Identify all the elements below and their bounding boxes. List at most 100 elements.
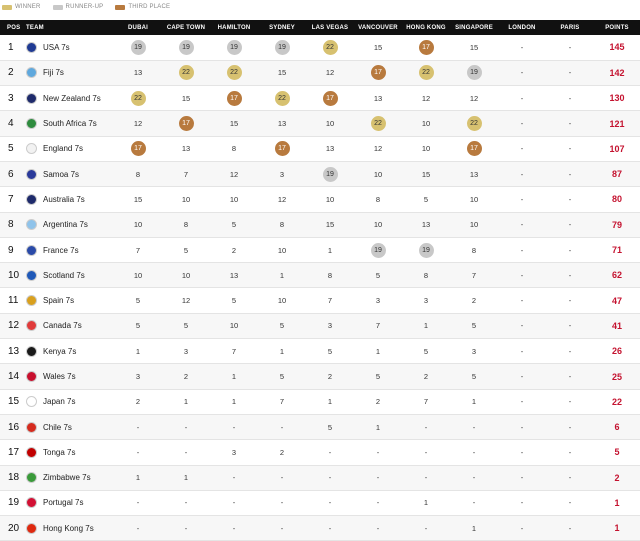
flag-icon	[26, 118, 37, 130]
team-name[interactable]: Zimbabwe 7s	[43, 473, 91, 483]
score-value: 5	[423, 346, 429, 356]
table-row[interactable]: 17 Tonga 7s - - 3 2 - - - - - - 5	[0, 440, 640, 466]
score-value: -	[568, 372, 572, 381]
team-name[interactable]: Tonga 7s	[43, 447, 76, 457]
score-cell: -	[498, 136, 546, 161]
table-row[interactable]: 15 Japan 7s 2 1 1 7 1 2 7 1 - - 22	[0, 389, 640, 415]
team-name[interactable]: Australia 7s	[43, 194, 85, 204]
table-row[interactable]: 4 South Africa 7s 12 17 15 13 10 22 10 22 - - 121	[0, 110, 640, 137]
flag-icon	[26, 522, 37, 534]
table-row[interactable]: 9 France 7s 7 5 2 10 1 19 19 8 - - 71	[0, 237, 640, 263]
score-value: -	[424, 523, 428, 533]
score-value: 10	[181, 270, 191, 280]
score-value: 3	[375, 296, 381, 306]
score-value: 10	[229, 194, 239, 204]
team-name[interactable]: USA 7s	[43, 42, 70, 52]
col-team[interactable]: TEAM	[26, 24, 44, 31]
col-las-vegas[interactable]: LAS VEGAS	[311, 24, 349, 31]
score-cell: -	[210, 465, 258, 490]
score-cell: -	[546, 364, 594, 389]
team-name[interactable]: England 7s	[43, 144, 84, 154]
score-cell: -	[210, 516, 258, 541]
score-cell: 5	[450, 364, 498, 389]
table-row[interactable]: 16 Chile 7s - - - - 5 1 - - - - 6	[0, 414, 640, 440]
points-total: 22	[611, 396, 622, 407]
table-row[interactable]: 11 Spain 7s 5 12 5 10 7 3 3 2 - - 47	[0, 288, 640, 314]
score-value: -	[568, 42, 572, 52]
score-cell: 5	[306, 339, 354, 364]
team-name[interactable]: Scotland 7s	[43, 270, 85, 280]
table-row[interactable]: 6 Samoa 7s 8 7 12 3 19 10 15 13- -87	[0, 161, 640, 187]
score-cell: 1	[402, 490, 450, 515]
team-name[interactable]: France 7s	[43, 245, 79, 255]
score-value: 12	[373, 144, 383, 154]
col-points[interactable]: POINTS	[605, 24, 629, 31]
score-cell: 12	[354, 136, 402, 161]
table-row[interactable]: 14 Wales 7s 3 2 1 5 2 5 2 5- -25	[0, 363, 640, 390]
team-name[interactable]: Wales 7s	[43, 372, 76, 381]
score-value: 1	[327, 397, 333, 407]
team-name[interactable]: Chile 7s	[43, 422, 72, 432]
team-name[interactable]: New Zealand 7s	[43, 93, 101, 103]
score-value: 12	[277, 194, 287, 204]
score-cell: -	[210, 414, 258, 439]
score-value: -	[568, 93, 572, 103]
score-value: 2	[423, 372, 429, 381]
table-row[interactable]: 13 Kenya 7s 1 3 7 1 5 1 5 3- -26	[0, 339, 640, 364]
team-name[interactable]: Canada 7s	[43, 321, 82, 331]
table-row[interactable]: 8 Argentina 7s 10 8 5 8 15 10 13 10 - - 79	[0, 212, 640, 238]
score-cell: -	[162, 440, 210, 465]
score-value: 5	[183, 321, 189, 331]
score-cell: 7	[450, 263, 498, 288]
col-pos[interactable]: POS	[7, 24, 21, 31]
col-hamilton[interactable]: HAMILTON	[217, 24, 251, 31]
team-name[interactable]: South Africa 7s	[43, 119, 97, 129]
score-value: 12	[181, 296, 191, 306]
team-name[interactable]: Japan 7s	[43, 397, 76, 407]
table-row[interactable]: 18 Zimbabwe 7s 1 1 - - - - - - - - 2	[0, 465, 640, 491]
score-cell: -	[546, 212, 594, 237]
table-row[interactable]: 1 USA 7s 19 19 19 19 22 15 17 15 - - 145	[0, 35, 640, 61]
points-total: 79	[611, 219, 622, 230]
runner-up-badge: 19	[322, 166, 338, 182]
team-name[interactable]: Spain 7s	[43, 296, 75, 306]
col-vancouver[interactable]: VANCOUVER	[358, 24, 398, 31]
score-value: 1	[135, 346, 141, 356]
score-cell: 22	[402, 60, 450, 85]
score-cell: 19	[354, 237, 402, 262]
col-sydney[interactable]: SYDNEY	[269, 24, 295, 31]
score-cell: 13	[258, 111, 306, 136]
col-paris[interactable]: PARIS	[560, 24, 580, 31]
score-cell: -	[450, 465, 498, 490]
table-row[interactable]: 3 New Zealand 7s 22 15 17 22 17 13 12 12 - - 130	[0, 86, 640, 111]
col-singapore[interactable]: SINGAPORE	[455, 24, 493, 31]
score-value: 5	[135, 296, 141, 306]
table-row[interactable]: 7 Australia 7s 15 10 10 12 10 8 5 10 - - 80	[0, 187, 640, 213]
score-value: 3	[135, 372, 141, 381]
team-name[interactable]: Samoa 7s	[43, 169, 80, 179]
table-row[interactable]: 2 Fiji 7s 13 22 22 15 12 17 22 19 - - 142	[0, 60, 640, 86]
table-row[interactable]: 5 England 7s 17 13 8 17 13 12 10 17 - - 107	[0, 136, 640, 162]
score-value: 2	[183, 372, 189, 381]
team-name[interactable]: Argentina 7s	[43, 220, 88, 230]
team-name[interactable]: Fiji 7s	[43, 68, 64, 78]
score-value: 2	[471, 296, 477, 306]
col-hong-kong[interactable]: HONG KONG	[406, 24, 446, 31]
team-name[interactable]: Hong Kong 7s	[43, 523, 94, 533]
col-london[interactable]: LONDON	[508, 24, 536, 31]
score-cell: 5	[354, 364, 402, 389]
score-value: -	[424, 422, 428, 432]
flag-icon	[26, 295, 37, 307]
col-cape-town[interactable]: CAPE TOWN	[166, 24, 206, 31]
score-value: -	[328, 498, 332, 508]
table-row[interactable]: 20 Hong Kong 7s - - - - - - - 1 - - 1	[0, 515, 640, 541]
team-name[interactable]: Kenya 7s	[43, 346, 77, 356]
score-value: 8	[183, 220, 189, 230]
table-row[interactable]: 12 Canada 7s 5 5 10 5 3 7 1 5 - - 41	[0, 313, 640, 339]
team-name[interactable]: Portugal 7s	[43, 498, 84, 508]
table-row[interactable]: 10 Scotland 7s 10 10 13 1 8 5 8 7 - - 62	[0, 262, 640, 288]
col-dubai[interactable]: DUBAI	[128, 24, 148, 31]
table-row[interactable]: 19 Portugal 7s - - - - - - 1 - - - 1	[0, 490, 640, 516]
score-value: 12	[469, 93, 479, 103]
score-value: -	[376, 498, 380, 508]
